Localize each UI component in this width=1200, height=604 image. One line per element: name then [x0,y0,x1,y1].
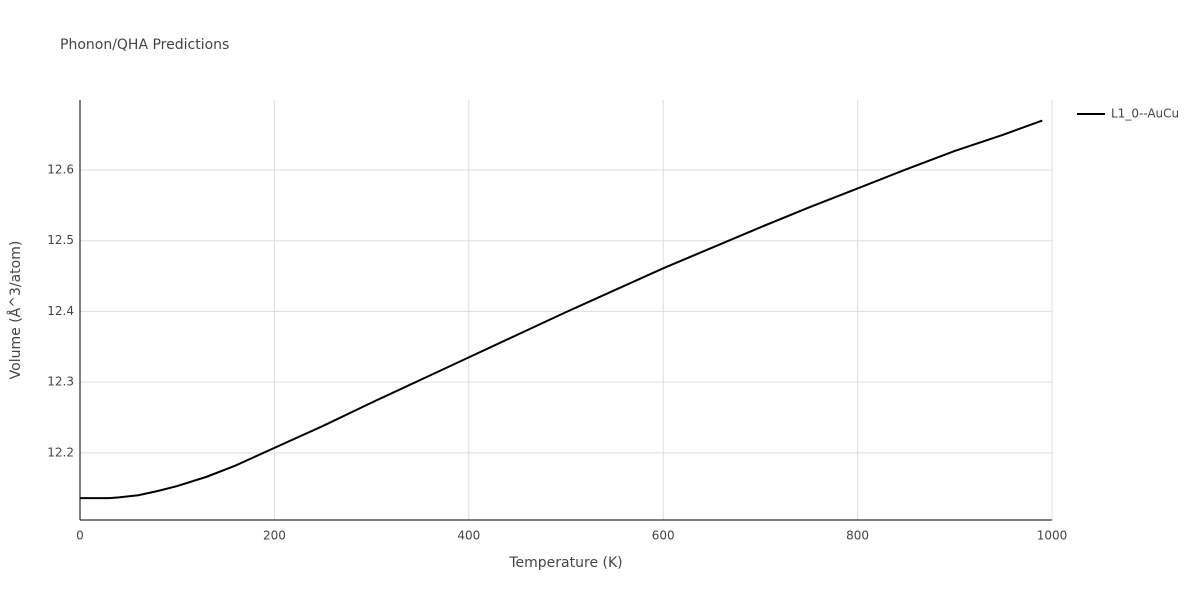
y-tick-label: 12.6 [47,163,74,177]
y-axis-label: Volume (Å^3/atom) [7,241,24,380]
x-tick-label: 600 [652,529,675,543]
y-tick-label: 12.2 [47,445,74,459]
line-series [80,119,1043,500]
y-tick-label: 12.4 [47,304,74,318]
x-tick-label: 0 [76,529,84,543]
y-tick-label: 12.3 [47,375,74,389]
chart-title: Phonon/QHA Predictions [60,37,229,53]
x-tick-label: 200 [263,529,286,543]
x-tick-label: 1000 [1037,529,1068,543]
legend-label: L1_0--AuCu [1111,107,1179,121]
x-tick-label: 400 [457,529,480,543]
x-axis-label: Temperature (K) [508,555,622,571]
x-tick-label: 800 [846,529,869,543]
y-tick-label: 12.5 [47,233,74,247]
